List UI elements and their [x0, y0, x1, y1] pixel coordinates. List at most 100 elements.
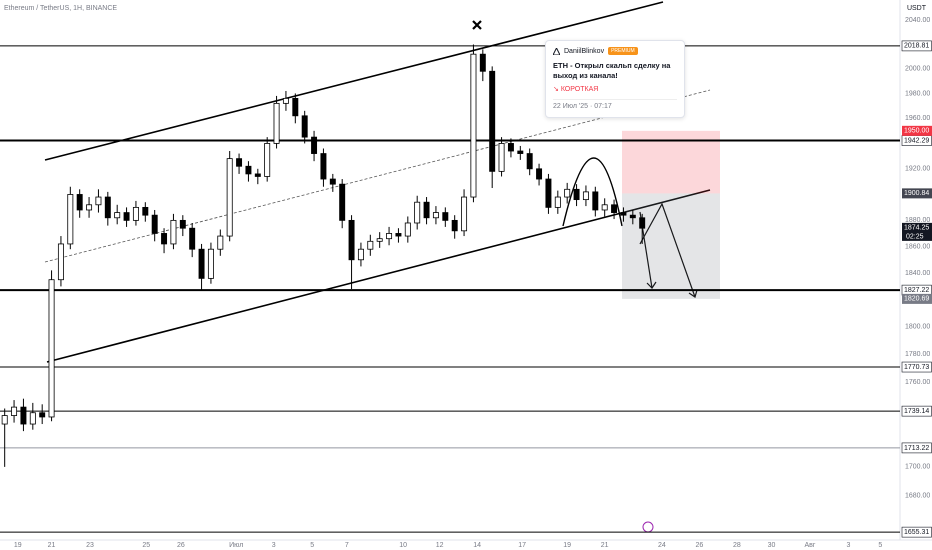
- x-tick-label: 23: [86, 542, 94, 549]
- last-price-label-bg: [902, 222, 932, 241]
- candle-body: [414, 201, 421, 224]
- candle-body: [564, 188, 571, 198]
- candle-body: [320, 153, 327, 180]
- idea-date: 22 Июл '25 · 07:17: [553, 99, 677, 110]
- y-tick-label: 1860.00: [905, 243, 930, 250]
- drawings: [44, 1, 711, 533]
- target-zone: [622, 193, 720, 299]
- y-tick-label: 1760.00: [905, 379, 930, 386]
- trend-line: [44, 1, 664, 161]
- entry-label-bg: [902, 188, 932, 199]
- x-tick-label: Авг: [805, 542, 816, 549]
- level-label: 1739.14: [904, 408, 929, 415]
- candle-body: [404, 222, 411, 237]
- candle-body: [357, 248, 364, 261]
- x-tick-label: 10: [399, 542, 407, 549]
- candle-body: [179, 219, 186, 229]
- candle-body: [292, 97, 299, 117]
- x-tick-label: Июл: [229, 542, 243, 549]
- y-tick-label: 1780.00: [905, 351, 930, 358]
- x-tick-label: 19: [14, 542, 22, 549]
- candle-body: [386, 233, 393, 240]
- candle-body: [245, 165, 252, 175]
- x-tick-label: 17: [518, 542, 526, 549]
- x-tick-label: 21: [48, 542, 56, 549]
- candle-body: [1, 415, 8, 425]
- candle-body: [207, 248, 214, 279]
- y-tick-label: 1960.00: [905, 115, 930, 122]
- target-label-bg: [902, 293, 932, 304]
- candle-body: [367, 240, 374, 250]
- candle-body: [629, 214, 636, 219]
- candle-body: [123, 212, 130, 221]
- arrow-head: [688, 289, 698, 298]
- y-tick-label: 1680.00: [905, 493, 930, 500]
- y-tick-label: 1980.00: [905, 90, 930, 97]
- candle-body: [39, 412, 46, 418]
- candle-body: [554, 196, 561, 208]
- last-price-label: 1874.25: [904, 225, 929, 232]
- badge: PREMIUM: [608, 47, 638, 55]
- trend-line: [44, 89, 711, 263]
- author-icon: [553, 47, 560, 55]
- candle-body: [611, 204, 618, 213]
- candle-body: [536, 168, 543, 180]
- candle-body: [217, 235, 224, 250]
- arrow-head: [646, 281, 657, 289]
- candle-body: [189, 227, 196, 250]
- candle-body: [461, 196, 468, 232]
- y-tick-label: 1700.00: [905, 464, 930, 471]
- candle-body: [507, 143, 514, 152]
- idea-card[interactable]: DaniilBlinkov PREMIUM ETH - Открыл скаль…: [545, 40, 685, 118]
- candle-body: [142, 206, 149, 216]
- candle-body: [423, 201, 430, 219]
- arc: [562, 157, 623, 227]
- x-marker: [472, 20, 482, 30]
- candle-body: [226, 158, 233, 237]
- candle-body: [376, 238, 383, 242]
- candle-body: [86, 204, 93, 211]
- level-label-bg: [902, 362, 932, 373]
- y-tick-label: 2000.00: [905, 66, 930, 73]
- candle-body: [67, 194, 74, 245]
- candle-body: [76, 194, 83, 211]
- candle-body: [198, 248, 205, 279]
- author[interactable]: DaniilBlinkov: [564, 47, 605, 55]
- level-label: 1942.29: [904, 137, 929, 144]
- candle-body: [489, 70, 496, 172]
- candle-body: [432, 212, 439, 219]
- candle-body: [470, 53, 477, 198]
- candle-body: [442, 212, 449, 221]
- x-tick-label: 28: [733, 542, 741, 549]
- y-tick-label: 1840.00: [905, 270, 930, 277]
- chart-title: Ethereum / TetherUS, 1H, BINANCE: [4, 5, 117, 12]
- candle-body: [329, 178, 336, 185]
- x-tick-label: 21: [601, 542, 609, 549]
- candle-body: [517, 150, 524, 154]
- candle-body: [95, 196, 102, 206]
- arrow-path: [639, 202, 696, 298]
- x-tick-label: 26: [695, 542, 703, 549]
- candle-body: [114, 212, 121, 219]
- level-label-bg: [902, 406, 932, 417]
- candle-body: [48, 279, 55, 418]
- idea-title[interactable]: ETH - Открыл скальп сделку на выход из к…: [553, 61, 671, 80]
- level-label: 2018.81: [904, 43, 929, 50]
- event-marker: [642, 521, 654, 533]
- unit: USDT: [907, 5, 927, 12]
- stop-label: 1950.00: [904, 128, 929, 135]
- level-label-bg: [902, 135, 932, 146]
- direction: КОРОТКАЯ: [560, 86, 599, 93]
- x-tick-label: 30: [768, 542, 776, 549]
- level-label-bg: [902, 40, 932, 51]
- level-label: 1655.31: [904, 529, 929, 536]
- trend-line: [46, 189, 711, 363]
- candle-body: [451, 219, 458, 232]
- x-tick-label: 5: [878, 542, 882, 549]
- x-tick-label: 3: [272, 542, 276, 549]
- candle-body: [161, 233, 168, 245]
- candle-body: [573, 188, 580, 201]
- candle-body: [254, 173, 261, 177]
